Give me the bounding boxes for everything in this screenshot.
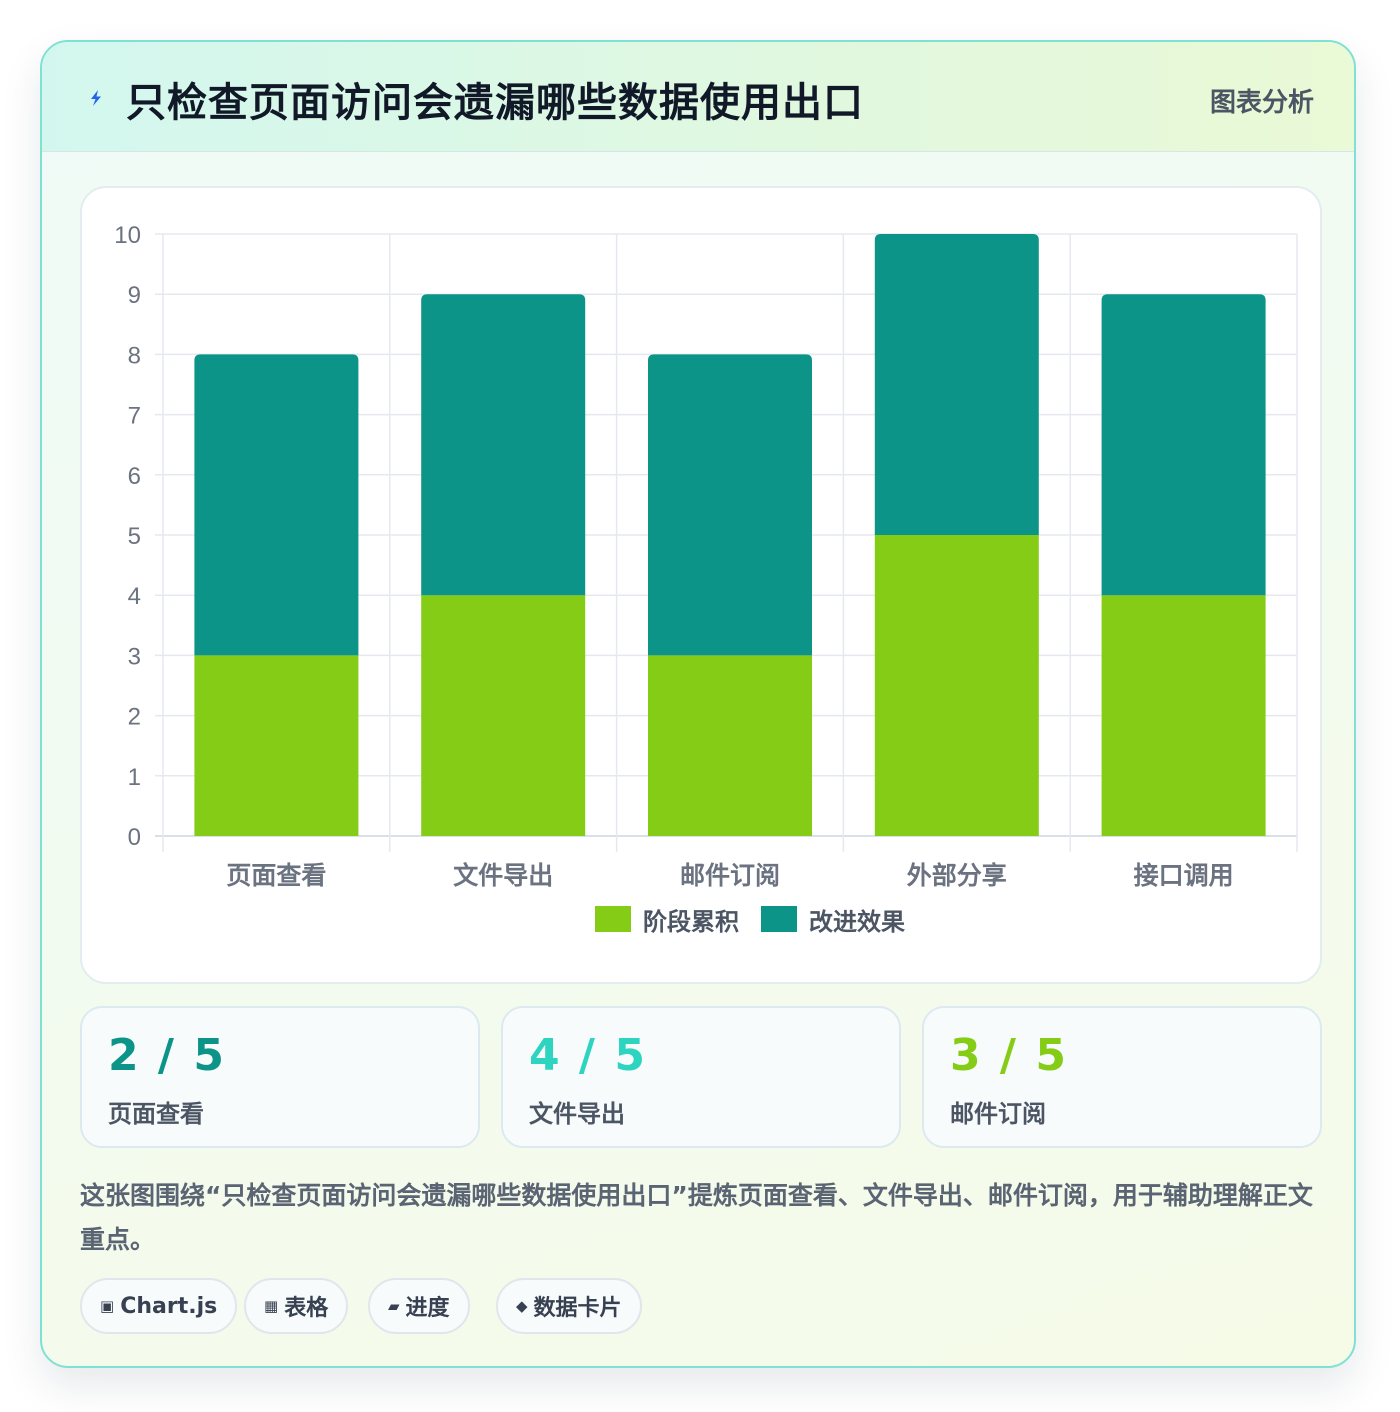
summary-text: 这张图围绕“只检查页面访问会遗漏哪些数据使用出口”提炼页面查看、文件导出、邮件订… bbox=[80, 1181, 1313, 1254]
stat-card: 4 / 5 文件导出 bbox=[501, 1006, 901, 1148]
y-tick-label: 10 bbox=[114, 222, 141, 249]
bar-segment bbox=[194, 655, 359, 836]
bar-segment bbox=[648, 354, 812, 656]
lightning-icon bbox=[91, 90, 101, 106]
stat-value: 2 / 5 bbox=[108, 1030, 226, 1081]
tag-label: Chart.js bbox=[120, 1293, 218, 1319]
x-tick-label: 邮件订阅 bbox=[680, 861, 780, 890]
legend-label: 阶段累积 bbox=[643, 908, 739, 936]
legend-swatch bbox=[761, 906, 797, 932]
stat-label: 页面查看 bbox=[108, 1100, 204, 1128]
legend-label: 改进效果 bbox=[809, 908, 905, 936]
tag-table[interactable]: ▦ 表格 bbox=[244, 1278, 349, 1334]
y-tick-label: 5 bbox=[128, 523, 141, 550]
tag-label: 数据卡片 bbox=[533, 1296, 622, 1321]
table-icon: ▦ bbox=[264, 1297, 279, 1315]
x-tick-label: 文件导出 bbox=[453, 861, 553, 890]
y-tick-label: 4 bbox=[128, 583, 141, 610]
y-tick-label: 9 bbox=[128, 282, 141, 309]
bar-segment bbox=[421, 595, 586, 836]
y-tick-label: 0 bbox=[128, 824, 141, 851]
y-tick-label: 2 bbox=[128, 704, 141, 731]
bar-segment bbox=[648, 655, 812, 836]
y-tick-label: 3 bbox=[128, 643, 141, 670]
chart-panel: 0 1 2 3 4 5 6 7 8 9 10 页面查看 文件导出 邮件订阅 外部分享 接口调用阶段累积 改进效果 bbox=[80, 186, 1322, 984]
stat-label: 邮件订阅 bbox=[950, 1100, 1046, 1128]
diamond-icon: ◆ bbox=[516, 1297, 528, 1315]
card-header: 只检查页面访问会遗漏哪些数据使用出口 图表分析 bbox=[42, 42, 1354, 152]
x-tick-label: 接口调用 bbox=[1134, 861, 1234, 890]
chart-card: 只检查页面访问会遗漏哪些数据使用出口 图表分析 0 1 2 3 4 5 6 7 8 9 10 页面查看… bbox=[40, 40, 1356, 1368]
bar-segment bbox=[1101, 294, 1266, 596]
y-tick-label: 6 bbox=[128, 463, 141, 490]
stat-value: 3 / 5 bbox=[950, 1030, 1068, 1081]
tag-chartjs[interactable]: ▣ Chart.js bbox=[80, 1278, 238, 1334]
chart-analysis-badge: 图表分析 bbox=[1209, 88, 1314, 118]
bar-segment bbox=[874, 535, 1039, 836]
tag-label: 表格 bbox=[284, 1296, 329, 1321]
x-tick-label: 外部分享 bbox=[907, 861, 1007, 890]
progress-icon: ▰ bbox=[388, 1297, 400, 1315]
x-tick-label: 页面查看 bbox=[226, 861, 326, 890]
legend-swatch bbox=[595, 906, 631, 932]
bar-segment bbox=[1101, 595, 1266, 836]
stat-value: 4 / 5 bbox=[529, 1030, 647, 1081]
bar-segment bbox=[421, 294, 586, 596]
stat-label: 文件导出 bbox=[529, 1100, 625, 1128]
bar-segment bbox=[194, 354, 359, 656]
y-tick-label: 1 bbox=[128, 764, 141, 791]
stat-card: 3 / 5 邮件订阅 bbox=[922, 1006, 1322, 1148]
page-title: 只检查页面访问会遗漏哪些数据使用出口 bbox=[126, 80, 864, 126]
chart-icon: ▣ bbox=[100, 1297, 115, 1315]
bar-segment bbox=[874, 234, 1039, 535]
y-tick-label: 8 bbox=[128, 342, 141, 369]
tag-progress[interactable]: ▰ 进度 bbox=[368, 1278, 470, 1334]
tag-label: 进度 bbox=[405, 1296, 450, 1321]
stat-card: 2 / 5 页面查看 bbox=[80, 1006, 480, 1148]
y-tick-label: 7 bbox=[128, 403, 141, 430]
tag-data-card[interactable]: ◆ 数据卡片 bbox=[496, 1278, 642, 1334]
